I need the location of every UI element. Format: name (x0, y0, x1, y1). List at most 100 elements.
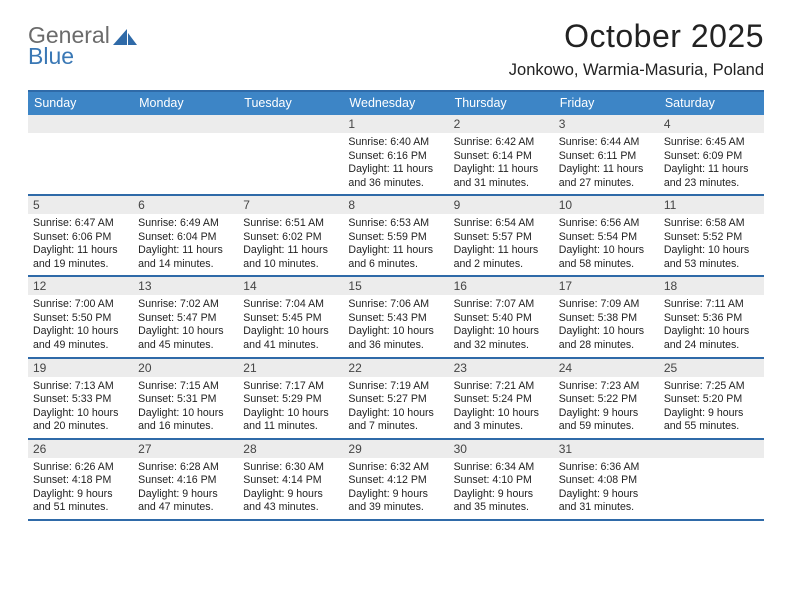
daylight-line: Daylight: 9 hours and 31 minutes. (559, 488, 654, 515)
day-cell: 21Sunrise: 7:17 AMSunset: 5:29 PMDayligh… (238, 359, 343, 438)
daylight-line: Daylight: 11 hours and 31 minutes. (454, 163, 549, 190)
sunset-line: Sunset: 6:11 PM (559, 150, 654, 164)
sunrise-line: Sunrise: 7:09 AM (559, 298, 654, 312)
sunrise-line: Sunrise: 6:26 AM (33, 461, 128, 475)
daylight-line: Daylight: 11 hours and 2 minutes. (454, 244, 549, 271)
day-number: 6 (133, 196, 238, 214)
day-cell: 5Sunrise: 6:47 AMSunset: 6:06 PMDaylight… (28, 196, 133, 275)
day-number: 24 (554, 359, 659, 377)
day-cell: 10Sunrise: 6:56 AMSunset: 5:54 PMDayligh… (554, 196, 659, 275)
calendar: SundayMondayTuesdayWednesdayThursdayFrid… (28, 90, 764, 521)
sunset-line: Sunset: 6:06 PM (33, 231, 128, 245)
daylight-line: Daylight: 11 hours and 23 minutes. (664, 163, 759, 190)
sunset-line: Sunset: 5:38 PM (559, 312, 654, 326)
day-cell: 31Sunrise: 6:36 AMSunset: 4:08 PMDayligh… (554, 440, 659, 519)
location: Jonkowo, Warmia-Masuria, Poland (509, 61, 764, 80)
day-cell: 19Sunrise: 7:13 AMSunset: 5:33 PMDayligh… (28, 359, 133, 438)
day-details: Sunrise: 7:09 AMSunset: 5:38 PMDaylight:… (554, 295, 659, 356)
sunset-line: Sunset: 5:57 PM (454, 231, 549, 245)
day-number: 17 (554, 277, 659, 295)
day-cell: 13Sunrise: 7:02 AMSunset: 5:47 PMDayligh… (133, 277, 238, 356)
sunrise-line: Sunrise: 6:36 AM (559, 461, 654, 475)
day-details: Sunrise: 6:32 AMSunset: 4:12 PMDaylight:… (343, 458, 448, 519)
weekday-label: Tuesday (238, 92, 343, 115)
daylight-line: Daylight: 11 hours and 19 minutes. (33, 244, 128, 271)
sunset-line: Sunset: 6:02 PM (243, 231, 338, 245)
daylight-line: Daylight: 10 hours and 36 minutes. (348, 325, 443, 352)
sunrise-line: Sunrise: 7:25 AM (664, 380, 759, 394)
weekday-label: Thursday (449, 92, 554, 115)
week-row: 12Sunrise: 7:00 AMSunset: 5:50 PMDayligh… (28, 277, 764, 358)
sunrise-line: Sunrise: 7:15 AM (138, 380, 233, 394)
day-cell: 1Sunrise: 6:40 AMSunset: 6:16 PMDaylight… (343, 115, 448, 194)
day-cell: 9Sunrise: 6:54 AMSunset: 5:57 PMDaylight… (449, 196, 554, 275)
weekday-label: Friday (554, 92, 659, 115)
day-details: Sunrise: 7:02 AMSunset: 5:47 PMDaylight:… (133, 295, 238, 356)
day-details: Sunrise: 7:15 AMSunset: 5:31 PMDaylight:… (133, 377, 238, 438)
sunrise-line: Sunrise: 6:44 AM (559, 136, 654, 150)
day-number: 21 (238, 359, 343, 377)
day-details: Sunrise: 6:51 AMSunset: 6:02 PMDaylight:… (238, 214, 343, 275)
sunset-line: Sunset: 4:08 PM (559, 474, 654, 488)
day-cell: 18Sunrise: 7:11 AMSunset: 5:36 PMDayligh… (659, 277, 764, 356)
daylight-line: Daylight: 9 hours and 55 minutes. (664, 407, 759, 434)
sunset-line: Sunset: 4:16 PM (138, 474, 233, 488)
day-cell: 27Sunrise: 6:28 AMSunset: 4:16 PMDayligh… (133, 440, 238, 519)
day-details: Sunrise: 6:45 AMSunset: 6:09 PMDaylight:… (659, 133, 764, 194)
day-number (659, 440, 764, 458)
day-details: Sunrise: 6:53 AMSunset: 5:59 PMDaylight:… (343, 214, 448, 275)
daylight-line: Daylight: 10 hours and 45 minutes. (138, 325, 233, 352)
day-details: Sunrise: 6:36 AMSunset: 4:08 PMDaylight:… (554, 458, 659, 519)
daylight-line: Daylight: 10 hours and 20 minutes. (33, 407, 128, 434)
day-number: 8 (343, 196, 448, 214)
sunset-line: Sunset: 5:24 PM (454, 393, 549, 407)
day-details: Sunrise: 6:40 AMSunset: 6:16 PMDaylight:… (343, 133, 448, 194)
day-cell (28, 115, 133, 194)
day-number: 1 (343, 115, 448, 133)
sunrise-line: Sunrise: 7:21 AM (454, 380, 549, 394)
sunrise-line: Sunrise: 6:30 AM (243, 461, 338, 475)
day-cell: 25Sunrise: 7:25 AMSunset: 5:20 PMDayligh… (659, 359, 764, 438)
day-cell: 24Sunrise: 7:23 AMSunset: 5:22 PMDayligh… (554, 359, 659, 438)
sunset-line: Sunset: 5:54 PM (559, 231, 654, 245)
day-number: 31 (554, 440, 659, 458)
sunset-line: Sunset: 6:09 PM (664, 150, 759, 164)
day-details: Sunrise: 6:44 AMSunset: 6:11 PMDaylight:… (554, 133, 659, 194)
sunrise-line: Sunrise: 7:13 AM (33, 380, 128, 394)
daylight-line: Daylight: 9 hours and 59 minutes. (559, 407, 654, 434)
day-cell: 3Sunrise: 6:44 AMSunset: 6:11 PMDaylight… (554, 115, 659, 194)
day-cell: 15Sunrise: 7:06 AMSunset: 5:43 PMDayligh… (343, 277, 448, 356)
day-details: Sunrise: 7:11 AMSunset: 5:36 PMDaylight:… (659, 295, 764, 356)
day-number: 20 (133, 359, 238, 377)
week-row: 1Sunrise: 6:40 AMSunset: 6:16 PMDaylight… (28, 115, 764, 196)
sunrise-line: Sunrise: 6:34 AM (454, 461, 549, 475)
logo-part2: Blue (28, 45, 110, 68)
day-number: 5 (28, 196, 133, 214)
sunrise-line: Sunrise: 7:17 AM (243, 380, 338, 394)
sunrise-line: Sunrise: 7:06 AM (348, 298, 443, 312)
weeks-container: 1Sunrise: 6:40 AMSunset: 6:16 PMDaylight… (28, 115, 764, 521)
sunset-line: Sunset: 4:14 PM (243, 474, 338, 488)
daylight-line: Daylight: 11 hours and 14 minutes. (138, 244, 233, 271)
day-number: 12 (28, 277, 133, 295)
sunrise-line: Sunrise: 6:53 AM (348, 217, 443, 231)
sunrise-line: Sunrise: 7:11 AM (664, 298, 759, 312)
weekday-label: Sunday (28, 92, 133, 115)
daylight-line: Daylight: 10 hours and 58 minutes. (559, 244, 654, 271)
day-cell: 16Sunrise: 7:07 AMSunset: 5:40 PMDayligh… (449, 277, 554, 356)
daylight-line: Daylight: 10 hours and 53 minutes. (664, 244, 759, 271)
weekday-label: Monday (133, 92, 238, 115)
day-cell: 28Sunrise: 6:30 AMSunset: 4:14 PMDayligh… (238, 440, 343, 519)
daylight-line: Daylight: 11 hours and 27 minutes. (559, 163, 654, 190)
daylight-line: Daylight: 9 hours and 51 minutes. (33, 488, 128, 515)
day-cell (659, 440, 764, 519)
sunrise-line: Sunrise: 7:07 AM (454, 298, 549, 312)
day-details: Sunrise: 7:19 AMSunset: 5:27 PMDaylight:… (343, 377, 448, 438)
day-cell: 29Sunrise: 6:32 AMSunset: 4:12 PMDayligh… (343, 440, 448, 519)
day-number: 3 (554, 115, 659, 133)
day-number: 13 (133, 277, 238, 295)
sunrise-line: Sunrise: 7:23 AM (559, 380, 654, 394)
day-number: 9 (449, 196, 554, 214)
day-number: 26 (28, 440, 133, 458)
daylight-line: Daylight: 10 hours and 28 minutes. (559, 325, 654, 352)
